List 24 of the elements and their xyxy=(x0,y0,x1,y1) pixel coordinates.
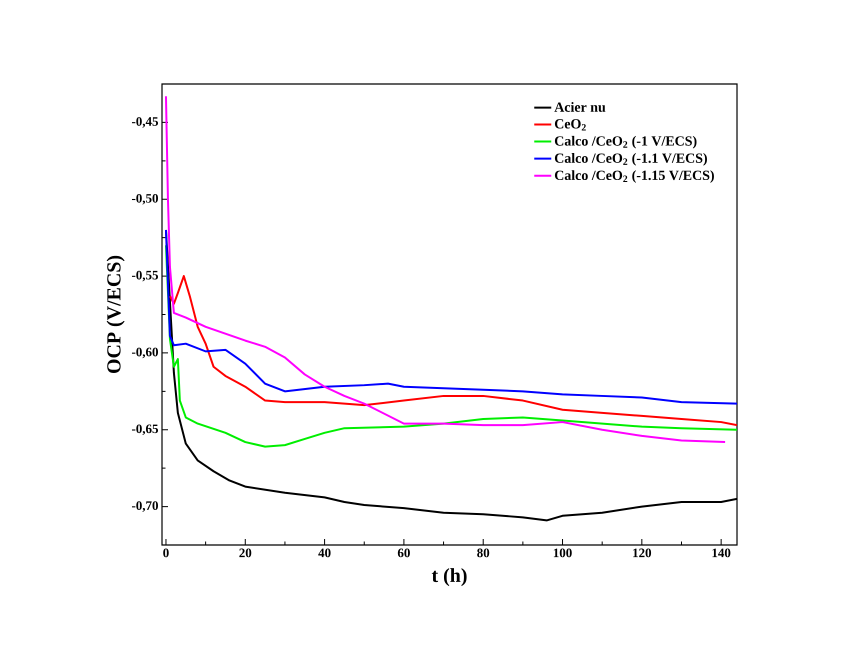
legend-label: Calco /CeO$_{2}$ (-1.15 V/ECS) xyxy=(554,170,714,183)
x-tick-label: 100 xyxy=(554,548,572,558)
x-tick-label: 120 xyxy=(633,548,652,558)
x-tick-label: 140 xyxy=(712,548,730,558)
line-series xyxy=(168,275,738,426)
x-tick-label: 0 xyxy=(163,548,169,558)
legend-label: CeO$_{2}$ xyxy=(554,119,586,131)
legend-label: Calco /CeO$_{2}$ (-1.1 V/ECS) xyxy=(554,153,707,166)
legend-label: Acier nu xyxy=(554,102,606,112)
y-tick-label: -0,65 xyxy=(132,424,158,436)
legend-label: Calco /CeO$_{2}$ (-1 V/ECS) xyxy=(554,136,697,149)
y-axis-title: OCP (V/ECS) xyxy=(106,256,125,374)
x-tick-label: 80 xyxy=(477,548,490,558)
x-tick-label: 20 xyxy=(239,548,252,558)
line-series xyxy=(164,95,726,444)
y-tick-label: -0,50 xyxy=(132,194,158,205)
y-tick-label: -0,70 xyxy=(132,501,158,512)
x-axis-title: t (h) xyxy=(432,568,467,586)
y-tick-label: -0,60 xyxy=(132,348,158,358)
line-series xyxy=(164,228,738,405)
x-tick-label: 40 xyxy=(318,548,331,558)
y-tick-label: -0,45 xyxy=(132,117,158,128)
x-tick-label: 60 xyxy=(398,548,410,558)
y-tick-label: -0,55 xyxy=(132,270,158,282)
